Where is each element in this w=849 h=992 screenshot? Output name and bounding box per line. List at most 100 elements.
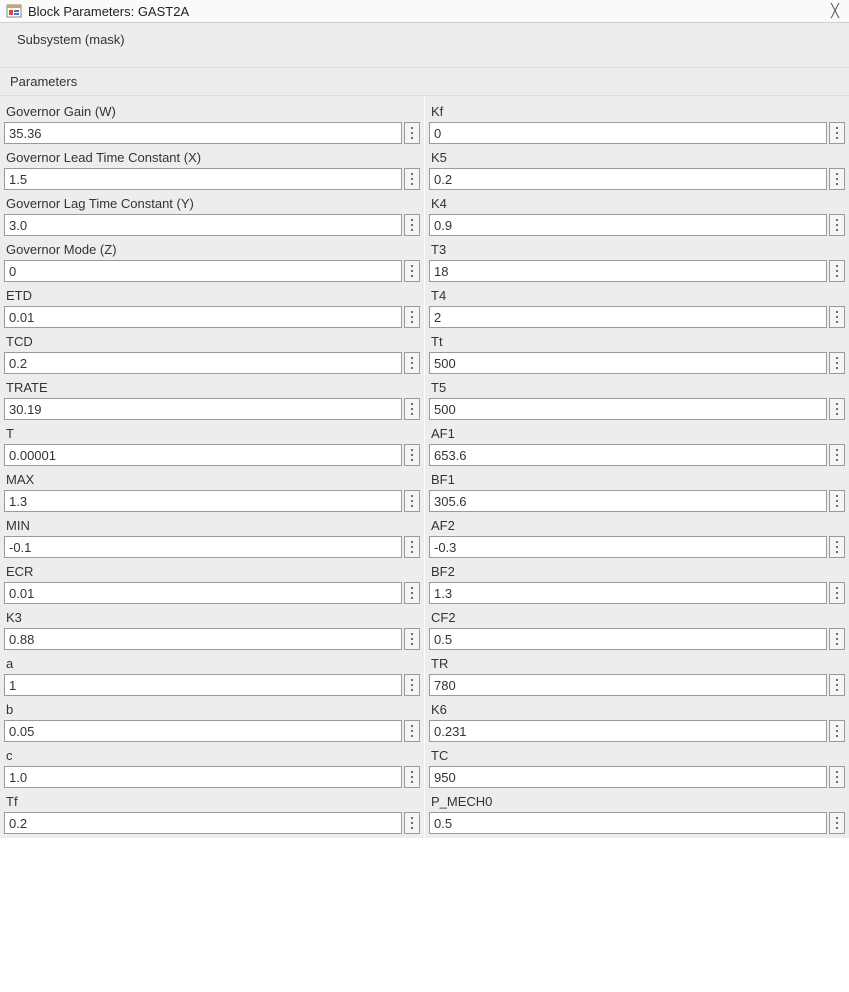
more-options-icon[interactable]: [829, 582, 845, 604]
param-row: [429, 490, 845, 512]
param-input[interactable]: [429, 168, 827, 190]
param-right-2: K4: [429, 192, 845, 236]
more-options-icon[interactable]: [404, 628, 420, 650]
param-input[interactable]: [429, 674, 827, 696]
param-input[interactable]: [429, 582, 827, 604]
more-options-icon[interactable]: [404, 260, 420, 282]
param-row: [429, 168, 845, 190]
more-options-icon[interactable]: [404, 168, 420, 190]
param-input[interactable]: [4, 490, 402, 512]
param-row: [429, 628, 845, 650]
param-row: [4, 214, 420, 236]
param-input[interactable]: [4, 398, 402, 420]
param-input[interactable]: [4, 720, 402, 742]
more-options-icon[interactable]: [404, 812, 420, 834]
more-options-icon[interactable]: [404, 536, 420, 558]
more-options-icon[interactable]: [829, 306, 845, 328]
param-input[interactable]: [4, 812, 402, 834]
param-left-3: Governor Mode (Z): [4, 238, 420, 282]
param-input[interactable]: [4, 536, 402, 558]
param-input[interactable]: [4, 122, 402, 144]
subsystem-bar: Subsystem (mask): [0, 23, 849, 67]
param-input[interactable]: [429, 490, 827, 512]
more-options-icon[interactable]: [404, 122, 420, 144]
param-left-8: MAX: [4, 468, 420, 512]
param-right-3: T3: [429, 238, 845, 282]
more-options-icon[interactable]: [404, 352, 420, 374]
param-label: CF2: [429, 606, 845, 628]
param-left-5: TCD: [4, 330, 420, 374]
param-input[interactable]: [4, 306, 402, 328]
more-options-icon[interactable]: [829, 720, 845, 742]
param-row: [4, 812, 420, 834]
param-row: [4, 766, 420, 788]
more-options-icon[interactable]: [829, 812, 845, 834]
more-options-icon[interactable]: [829, 536, 845, 558]
more-options-icon[interactable]: [829, 260, 845, 282]
more-options-icon[interactable]: [829, 168, 845, 190]
param-input[interactable]: [4, 444, 402, 466]
param-input[interactable]: [429, 306, 827, 328]
param-input[interactable]: [4, 260, 402, 282]
more-options-icon[interactable]: [404, 720, 420, 742]
param-input[interactable]: [429, 444, 827, 466]
param-left-10: ECR: [4, 560, 420, 604]
param-label: MIN: [4, 514, 420, 536]
param-input[interactable]: [429, 214, 827, 236]
more-options-icon[interactable]: [829, 766, 845, 788]
more-options-icon[interactable]: [404, 444, 420, 466]
param-label: Governor Gain (W): [4, 100, 420, 122]
param-input[interactable]: [4, 168, 402, 190]
param-row: [4, 122, 420, 144]
param-input[interactable]: [4, 582, 402, 604]
param-left-7: T: [4, 422, 420, 466]
param-label: AF1: [429, 422, 845, 444]
param-row: [4, 260, 420, 282]
param-label: c: [4, 744, 420, 766]
window-title: Block Parameters: GAST2A: [28, 4, 827, 19]
more-options-icon[interactable]: [404, 582, 420, 604]
more-options-icon[interactable]: [404, 306, 420, 328]
param-label: K4: [429, 192, 845, 214]
more-options-icon[interactable]: [829, 628, 845, 650]
param-input[interactable]: [429, 122, 827, 144]
more-options-icon[interactable]: [404, 398, 420, 420]
more-options-icon[interactable]: [829, 490, 845, 512]
param-input[interactable]: [4, 766, 402, 788]
param-row: [4, 674, 420, 696]
more-options-icon[interactable]: [829, 122, 845, 144]
titlebar: Block Parameters: GAST2A ╳: [0, 0, 849, 23]
param-input[interactable]: [4, 214, 402, 236]
more-options-icon[interactable]: [829, 444, 845, 466]
param-input[interactable]: [4, 628, 402, 650]
subsystem-tab[interactable]: Subsystem (mask): [6, 27, 136, 52]
param-input[interactable]: [429, 720, 827, 742]
param-input[interactable]: [429, 812, 827, 834]
parameters-header: Parameters: [0, 67, 849, 96]
more-options-icon[interactable]: [404, 214, 420, 236]
param-left-6: TRATE: [4, 376, 420, 420]
param-label: Governor Mode (Z): [4, 238, 420, 260]
param-input[interactable]: [4, 352, 402, 374]
param-input[interactable]: [429, 260, 827, 282]
param-input[interactable]: [4, 674, 402, 696]
param-row: [4, 352, 420, 374]
param-right-10: BF2: [429, 560, 845, 604]
param-left-0: Governor Gain (W): [4, 100, 420, 144]
param-input[interactable]: [429, 536, 827, 558]
param-input[interactable]: [429, 398, 827, 420]
close-icon[interactable]: ╳: [827, 3, 843, 19]
param-right-0: Kf: [429, 100, 845, 144]
more-options-icon[interactable]: [829, 214, 845, 236]
more-options-icon[interactable]: [404, 766, 420, 788]
param-right-15: P_MECH0: [429, 790, 845, 834]
param-input[interactable]: [429, 352, 827, 374]
more-options-icon[interactable]: [829, 398, 845, 420]
param-row: [429, 812, 845, 834]
param-input[interactable]: [429, 766, 827, 788]
param-input[interactable]: [429, 628, 827, 650]
more-options-icon[interactable]: [829, 352, 845, 374]
more-options-icon[interactable]: [829, 674, 845, 696]
more-options-icon[interactable]: [404, 490, 420, 512]
more-options-icon[interactable]: [404, 674, 420, 696]
